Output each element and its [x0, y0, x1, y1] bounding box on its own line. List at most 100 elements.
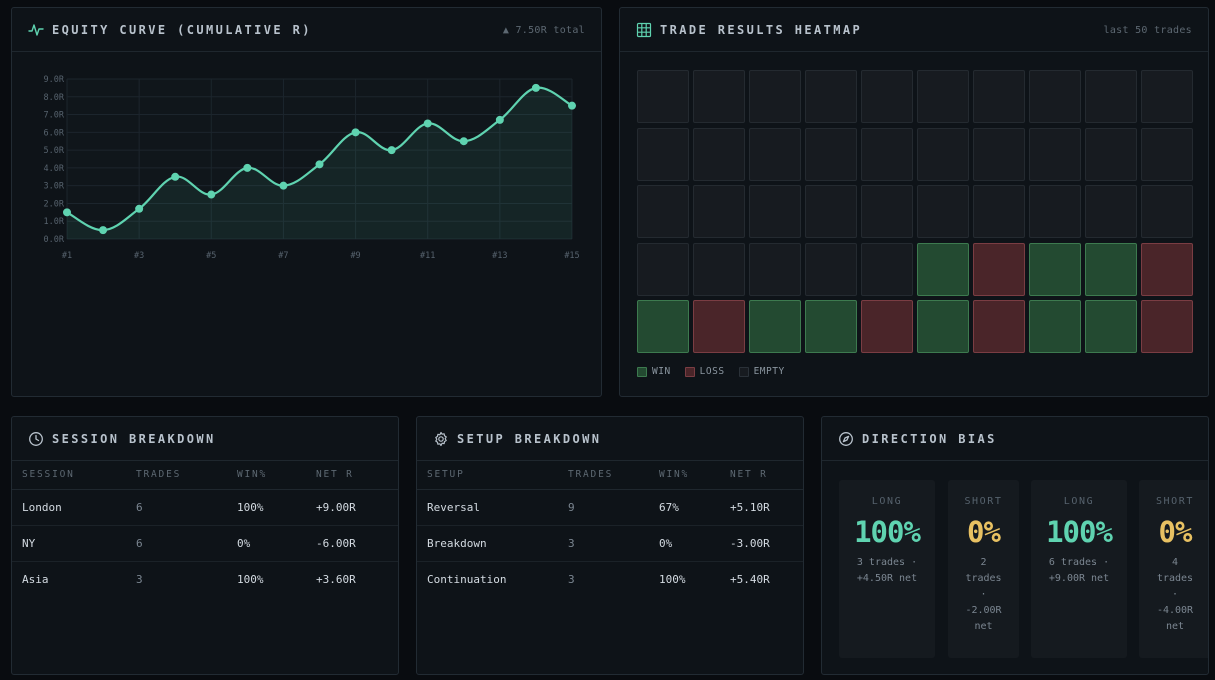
- equity-point: [171, 172, 180, 181]
- equity-point: [279, 181, 288, 190]
- heatmap-cell-empty: [693, 185, 745, 238]
- setup-breakdown-panel: SETUP BREAKDOWN SETUP TRADES WIN% NET R …: [416, 416, 804, 675]
- session-net-r: +9.00R: [306, 489, 398, 526]
- equity-point: [568, 101, 576, 110]
- x-tick-label: #11: [420, 251, 435, 261]
- table-row[interactable]: Asia 3 100% +3.60R: [12, 561, 398, 597]
- col-session: SESSION: [12, 461, 126, 490]
- direction-label: SHORT: [964, 496, 1003, 507]
- heatmap-cell-loss: [1141, 300, 1193, 353]
- heatmap-cell-loss: [693, 300, 745, 353]
- direction-bias-header: DIRECTION BIAS: [822, 417, 1208, 461]
- heatmap-cell-win: [917, 300, 969, 353]
- direction-label: SHORT: [1155, 496, 1195, 507]
- heatmap-cell-empty: [637, 70, 689, 123]
- heatmap-cell-empty: [1085, 70, 1137, 123]
- heatmap-cell-empty: [1141, 127, 1193, 181]
- direction-detail-line: 6 trades ·: [1048, 557, 1110, 568]
- setup-win-pct: 0%: [649, 525, 720, 562]
- session-table-header-row: SESSION TRADES WIN% NET R: [12, 461, 398, 490]
- setup-net-r: +5.40R: [730, 572, 770, 586]
- setup-name: Continuation: [427, 572, 507, 586]
- legend-empty-label: EMPTY: [753, 366, 785, 377]
- compass-icon: [838, 431, 854, 447]
- heatmap-grid: [637, 70, 1193, 353]
- y-tick-label: 8.0R: [44, 93, 65, 103]
- y-tick-label: 5.0R: [44, 146, 65, 156]
- equity-point: [387, 146, 396, 155]
- session-trades: 6: [126, 525, 227, 562]
- heatmap-cell-empty: [805, 127, 857, 181]
- heatmap-cell-empty: [749, 127, 801, 181]
- heatmap-cell-empty: [693, 242, 745, 296]
- equity-point: [63, 208, 71, 217]
- session-breakdown-title: SESSION BREAKDOWN: [52, 431, 216, 446]
- direction-detail: 4 trades · -4.00R net: [1139, 555, 1208, 635]
- heatmap-title: TRADE RESULTS HEATMAP: [660, 22, 863, 37]
- direction-detail-line: -4.00R: [1156, 605, 1194, 616]
- table-row[interactable]: Reversal 9 67% +5.10R: [417, 489, 803, 526]
- direction-bias-title: DIRECTION BIAS: [862, 431, 997, 446]
- heatmap-panel: TRADE RESULTS HEATMAP last 50 trades WIN…: [619, 7, 1209, 397]
- equity-point: [423, 119, 432, 128]
- direction-detail-line: 3 trades ·: [856, 557, 918, 568]
- col-setup: SETUP: [417, 461, 558, 490]
- y-tick-label: 6.0R: [44, 128, 65, 138]
- equity-chart: 9.0R 8.0R 7.0R 6.0R 5.0R 4.0R 3.0R 2.0R 1.0R 0.0R…: [44, 75, 580, 261]
- direction-detail: 2 trades · -2.00R net: [948, 555, 1019, 635]
- direction-detail-line: net: [974, 621, 993, 632]
- col-trades: TRADES: [126, 461, 227, 490]
- clock-icon: [28, 431, 44, 447]
- direction-detail-line: -2.00R: [965, 605, 1002, 616]
- heatmap-cell-loss: [1141, 242, 1193, 296]
- session-win-pct: 0%: [227, 525, 306, 562]
- legend-loss-swatch: [684, 366, 695, 377]
- equity-point: [531, 83, 540, 92]
- setup-breakdown-title: SETUP BREAKDOWN: [457, 431, 602, 446]
- x-tick-label: #3: [134, 251, 144, 261]
- legend-loss-label: LOSS: [699, 366, 725, 377]
- x-tick-label: #13: [492, 251, 507, 261]
- heatmap-cell-empty: [861, 242, 913, 296]
- setup-win-pct: 67%: [649, 489, 720, 526]
- table-row[interactable]: Continuation 3 100% +5.40R: [417, 561, 803, 597]
- heatmap-cell-empty: [973, 127, 1025, 181]
- equity-curve-header: EQUITY CURVE (CUMULATIVE R) ▲ 7.50R tota…: [12, 8, 601, 52]
- gear-icon: [433, 431, 449, 447]
- session-table: SESSION TRADES WIN% NET R London 6 100% …: [12, 461, 398, 597]
- grid-icon: [636, 22, 652, 38]
- heatmap-cell-win: [1029, 300, 1081, 353]
- equity-point: [207, 190, 216, 199]
- x-tick-label: #7: [278, 251, 288, 261]
- direction-detail: 3 trades · +4.50R net: [839, 555, 935, 587]
- setup-win-pct: 100%: [659, 572, 686, 586]
- session-net-r: +3.60R: [316, 572, 356, 586]
- heatmap-cell-empty: [1141, 70, 1193, 123]
- y-tick-label: 9.0R: [44, 75, 65, 85]
- session-win-pct: 100%: [237, 572, 264, 586]
- heatmap-cell-empty: [749, 70, 801, 123]
- heatmap-cell-empty: [1085, 127, 1137, 181]
- table-row[interactable]: Breakdown 3 0% -3.00R: [417, 525, 803, 562]
- equity-point: [243, 163, 252, 172]
- heatmap-cell-empty: [637, 127, 689, 181]
- setup-net-r: -3.00R: [720, 525, 803, 562]
- heatmap-legend: WIN LOSS EMPTY: [637, 366, 785, 377]
- table-row[interactable]: NY 6 0% -6.00R: [12, 525, 398, 562]
- session-trades: 6: [126, 489, 227, 526]
- heatmap-cell-empty: [1029, 185, 1081, 238]
- heatmap-cell-win: [805, 300, 857, 353]
- direction-detail-line: 2: [980, 557, 987, 568]
- heatmap-cell-empty: [917, 185, 969, 238]
- heatmap-cell-loss: [973, 242, 1025, 296]
- setup-trades: 3: [568, 572, 575, 586]
- legend-loss: LOSS: [684, 366, 725, 377]
- equity-point: [351, 128, 360, 137]
- setup-trades: 3: [558, 525, 649, 562]
- col-net-r: NET R: [720, 461, 803, 490]
- session-name: NY: [12, 525, 126, 562]
- col-net-r: NET R: [306, 461, 398, 490]
- table-row[interactable]: London 6 100% +9.00R: [12, 489, 398, 526]
- equity-total-meta: ▲ 7.50R total: [502, 24, 585, 36]
- equity-point: [459, 137, 468, 146]
